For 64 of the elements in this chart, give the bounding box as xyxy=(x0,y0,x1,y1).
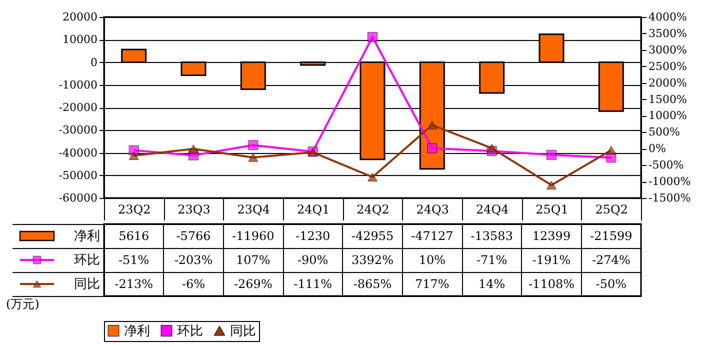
y2-tick-label: 3000% xyxy=(648,43,687,56)
y2-tick-label: -500% xyxy=(648,158,684,172)
text: 同比 xyxy=(230,324,256,339)
y-tick-label: -60000 xyxy=(58,192,98,204)
data-label: -1108% xyxy=(528,277,574,291)
data-label: -71% xyxy=(476,253,508,267)
data-label: -51% xyxy=(118,253,150,267)
data-label: -274% xyxy=(592,253,630,267)
y-tick-label: -40000 xyxy=(58,146,98,160)
data-label: -865% xyxy=(353,277,392,291)
data-label: -47127 xyxy=(411,229,454,243)
y2-tick-label: 3500% xyxy=(648,26,687,40)
data-label: -111% xyxy=(294,277,332,291)
x-tick-label: 23Q4 xyxy=(237,202,270,216)
legend-label: 环比 xyxy=(74,253,100,268)
x-tick-label: 23Q2 xyxy=(118,202,151,216)
y-tick-label: -30000 xyxy=(58,124,98,137)
data-label: -6% xyxy=(182,277,206,291)
y2-tick-label: -1000% xyxy=(648,175,691,188)
x-tick-label: 24Q1 xyxy=(296,202,330,216)
data-label: -203% xyxy=(174,253,213,267)
legend-label: 同比 xyxy=(74,277,100,292)
y-tick-label: 0 xyxy=(90,56,98,69)
text: 环比 xyxy=(177,324,203,339)
data-label: -21599 xyxy=(590,229,632,243)
data-label: -5766 xyxy=(176,229,211,243)
data-label: 107% xyxy=(236,253,270,267)
y2-tick-label: 2500% xyxy=(648,60,687,73)
data-label: -1230 xyxy=(296,229,330,243)
data-label: 12399 xyxy=(532,229,571,243)
text: (万元) xyxy=(6,297,40,311)
y2-tick-label: 4000% xyxy=(648,10,687,24)
data-label: -50% xyxy=(596,277,627,291)
y-tick-label: -10000 xyxy=(58,78,98,92)
x-tick-label: 25Q1 xyxy=(536,202,568,216)
y2-tick-label: 1500% xyxy=(648,92,687,106)
data-label: 5616 xyxy=(118,229,150,243)
data-label: -191% xyxy=(532,253,571,267)
y-tick-label: -50000 xyxy=(58,168,98,182)
data-label: -42955 xyxy=(351,229,394,243)
x-tick-label: 24Q2 xyxy=(356,202,390,216)
data-label: 14% xyxy=(478,277,506,291)
x-tick-label: 23Q3 xyxy=(178,202,210,216)
y-tick-label: -20000 xyxy=(58,101,98,114)
y2-tick-label: -1500% xyxy=(648,192,691,204)
y2-tick-label: 1000% xyxy=(648,109,687,122)
data-label: 10% xyxy=(418,253,446,267)
data-label: -269% xyxy=(234,277,272,291)
y2-tick-label: 0% xyxy=(648,142,666,156)
data-label: 717% xyxy=(415,277,450,291)
y-tick-label: 10000 xyxy=(62,33,98,46)
x-tick-label: 24Q4 xyxy=(476,202,510,216)
data-label: -213% xyxy=(114,277,154,291)
y2-tick-label: 500% xyxy=(648,126,680,139)
y2-tick-label: 2000% xyxy=(648,76,687,90)
x-tick-label: 25Q2 xyxy=(595,202,628,216)
y-tick-label: 20000 xyxy=(62,10,98,24)
text: 净利 xyxy=(124,324,150,339)
legend-label: 净利 xyxy=(74,229,100,244)
data-label: -90% xyxy=(297,253,328,267)
data-label: 3392% xyxy=(352,253,394,267)
x-tick-label: 24Q3 xyxy=(416,202,450,216)
data-label: -11960 xyxy=(232,229,274,243)
data-label: -13583 xyxy=(470,229,513,243)
